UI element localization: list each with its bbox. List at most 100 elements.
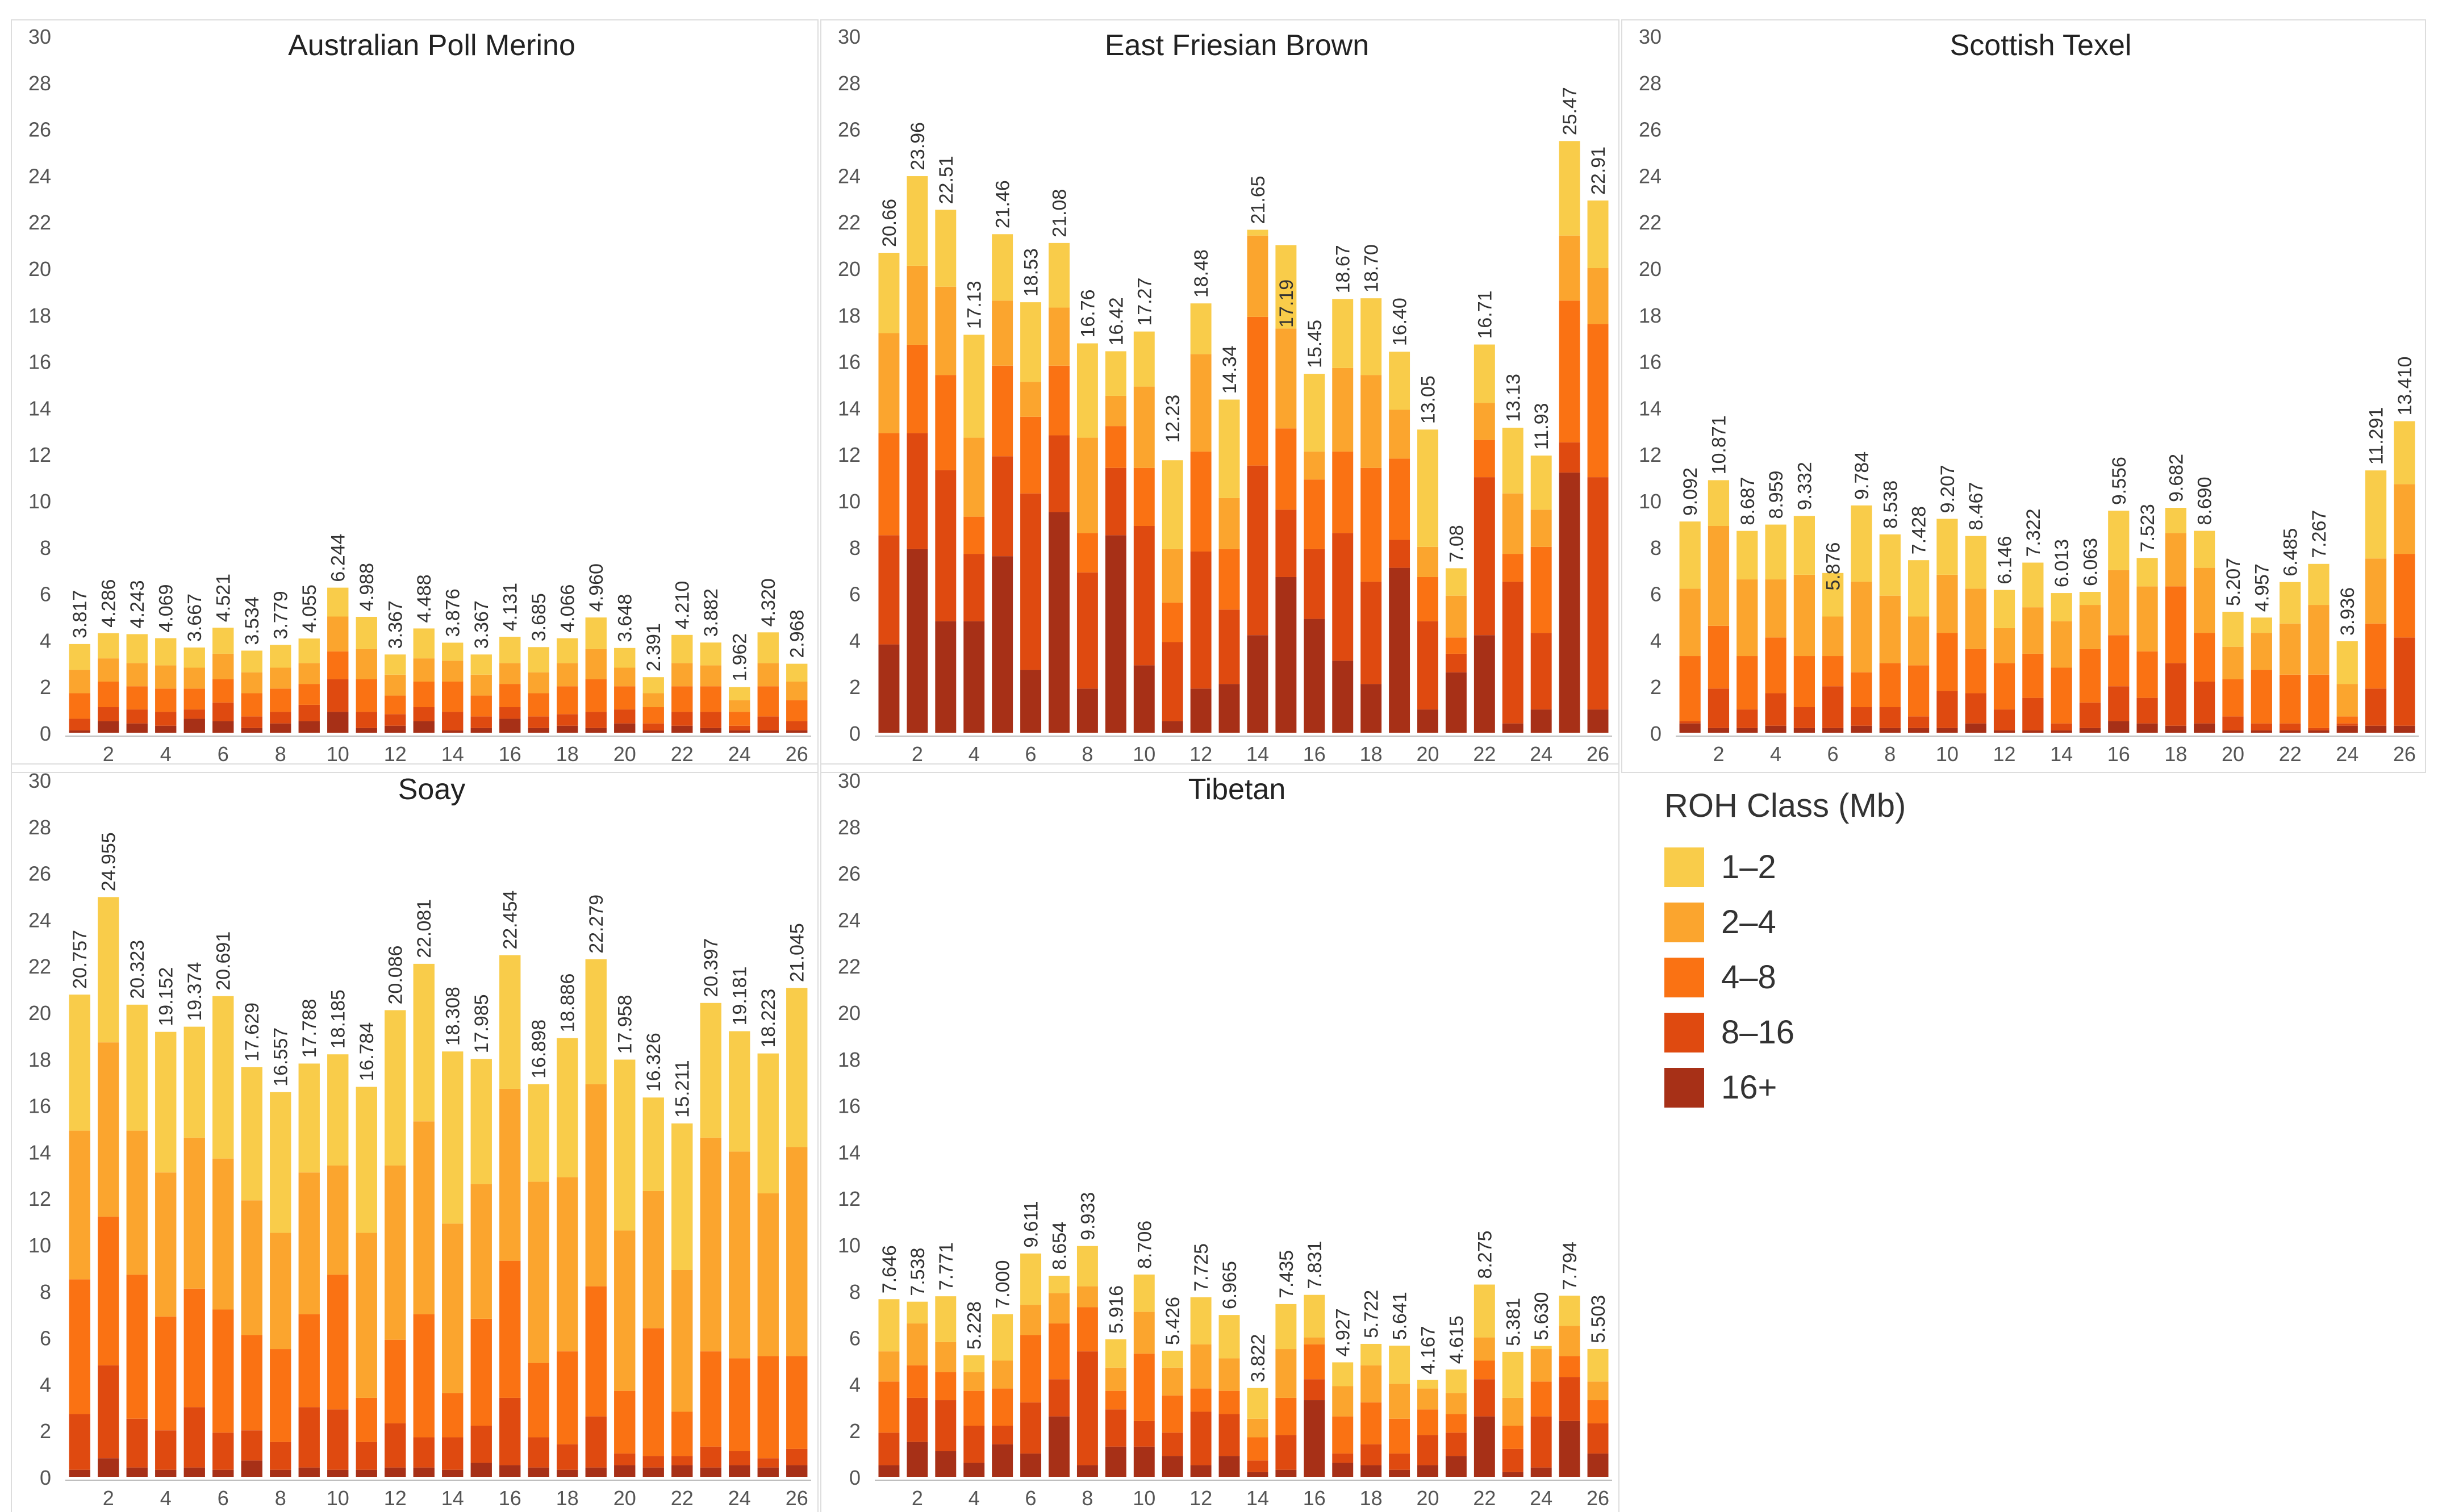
x-tick-label: 12 bbox=[384, 742, 407, 766]
bar-segment-1-2-chr24 bbox=[2336, 641, 2358, 684]
bar-segment-16plus-chr13 bbox=[1218, 684, 1240, 733]
bar-segment-1-2-chr5 bbox=[992, 1314, 1013, 1361]
x-tick-label: 4 bbox=[1770, 742, 1781, 766]
bar-segment-8-16-chr3 bbox=[1736, 709, 1758, 728]
bar-segment-8-16-chr12 bbox=[1993, 709, 2015, 730]
bar-segment-2-4-chr7 bbox=[241, 1200, 262, 1335]
data-label-chr14: 3.822 bbox=[1247, 1334, 1269, 1382]
bar-segment-1-2-chr25 bbox=[1559, 1296, 1580, 1326]
bar-segment-1-2-chr1 bbox=[1679, 521, 1701, 589]
x-tick-label: 20 bbox=[2222, 742, 2244, 766]
data-label-chr8: 16.76 bbox=[1077, 289, 1099, 337]
bar-segment-2-4-chr1 bbox=[878, 1351, 900, 1382]
bar-segment-8-16-chr24 bbox=[729, 725, 750, 730]
bar-segment-8-16-chr6 bbox=[212, 702, 234, 721]
legend-label-8-16mb: 8–16 bbox=[1721, 1014, 1795, 1051]
bar-segment-2-4-chr17 bbox=[1332, 1386, 1354, 1417]
y-tick-label: 2 bbox=[40, 675, 51, 699]
x-tick-label: 16 bbox=[2107, 742, 2130, 766]
bar-segment-8-16-chr5 bbox=[992, 1426, 1013, 1444]
x-tick-label: 18 bbox=[1360, 1486, 1383, 1510]
bar-segment-4-8-chr14 bbox=[2051, 667, 2072, 724]
bar-segment-1-2-chr9 bbox=[298, 638, 320, 663]
bar-segment-8-16-chr12 bbox=[385, 714, 406, 726]
bar-segment-8-16-chr11 bbox=[1162, 1432, 1183, 1456]
bar-segment-16plus-chr6 bbox=[212, 721, 234, 733]
bar-segment-16plus-chr8 bbox=[1076, 688, 1098, 733]
data-label-chr17: 16.898 bbox=[528, 1020, 550, 1079]
bar-segment-4-8-chr22 bbox=[1473, 1360, 1495, 1380]
bar-segment-8-16-chr5 bbox=[1793, 707, 1815, 728]
bar-segment-1-2-chr3 bbox=[126, 1004, 148, 1131]
data-label-chr3: 22.51 bbox=[936, 156, 957, 204]
bar-segment-8-16-chr25 bbox=[757, 1458, 779, 1468]
bar-segment-2-4-chr4 bbox=[1765, 579, 1786, 638]
bar-segment-2-4-chr3 bbox=[935, 286, 957, 375]
bar-segment-16plus-chr18 bbox=[2165, 725, 2186, 733]
bar-segment-2-4-chr1 bbox=[1679, 588, 1701, 657]
bar-segment-4-8-chr12 bbox=[385, 695, 406, 715]
bar-segment-16plus-chr22 bbox=[671, 725, 693, 733]
bar-segment-4-8-chr12 bbox=[1190, 452, 1212, 552]
data-label-chr1: 20.66 bbox=[879, 199, 900, 247]
data-label-chr15: 3.367 bbox=[471, 600, 492, 649]
panel-title: East Friesian Brown bbox=[1105, 29, 1369, 62]
bar-segment-4-8-chr7 bbox=[241, 693, 262, 717]
data-label-chr19: 5.641 bbox=[1389, 1292, 1411, 1340]
y-tick-label: 28 bbox=[838, 816, 861, 839]
bar-segment-16plus-chr15 bbox=[2079, 728, 2101, 733]
bar-segment-16plus-chr23 bbox=[700, 1467, 721, 1477]
bar-segment-4-8-chr19 bbox=[1389, 458, 1410, 540]
bar-segment-4-8-chr14 bbox=[1247, 1437, 1268, 1461]
bar-segment-16plus-chr6 bbox=[1020, 670, 1042, 733]
bar-segment-2-4-chr18 bbox=[557, 663, 578, 687]
bar-segment-16plus-chr18 bbox=[1360, 1465, 1382, 1477]
bar-segment-1-2-chr18 bbox=[2165, 508, 2186, 533]
data-label-chr20: 4.167 bbox=[1418, 1326, 1439, 1374]
bar-segment-8-16-chr16 bbox=[499, 1397, 521, 1465]
legend-item-16plus-mb: 16+ bbox=[1664, 1060, 2062, 1115]
bar-segment-1-2-chr13 bbox=[1218, 399, 1240, 498]
bar-segment-1-2-chr20 bbox=[2222, 612, 2244, 647]
bar-segment-1-2-chr14 bbox=[1247, 229, 1268, 236]
data-label-chr13: 14.34 bbox=[1219, 345, 1241, 394]
bar-segment-2-4-chr17 bbox=[528, 672, 549, 694]
bar-segment-16plus-chr16 bbox=[1304, 1400, 1325, 1477]
x-tick-label: 10 bbox=[327, 1486, 349, 1510]
x-tick-label: 12 bbox=[1189, 742, 1212, 766]
bar-segment-1-2-chr21 bbox=[1445, 568, 1467, 596]
bar-segment-1-2-chr24 bbox=[1530, 1346, 1552, 1350]
bar-segment-1-2-chr9 bbox=[1908, 560, 1930, 617]
x-tick-label: 16 bbox=[1303, 1486, 1326, 1510]
data-label-chr16: 22.454 bbox=[500, 891, 521, 950]
bar-segment-2-4-chr24 bbox=[2336, 684, 2358, 717]
bar-segment-4-8-chr14 bbox=[442, 682, 464, 712]
data-label-chr2: 7.538 bbox=[907, 1248, 929, 1296]
bar-segment-16plus-chr22 bbox=[1473, 1416, 1495, 1477]
bar-segment-16plus-chr9 bbox=[1105, 535, 1126, 733]
bar-segment-16plus-chr19 bbox=[1389, 567, 1410, 733]
bar-segment-1-2-chr2 bbox=[907, 1301, 928, 1324]
legend-item-4-8mb: 4–8 bbox=[1664, 950, 2062, 1005]
bar-segment-4-8-chr7 bbox=[1049, 365, 1070, 436]
bar-segment-1-2-chr8 bbox=[1076, 343, 1098, 438]
bar-segment-1-2-chr19 bbox=[2194, 531, 2215, 568]
bar-segment-4-8-chr15 bbox=[1275, 428, 1297, 510]
bar-segment-16plus-chr26 bbox=[1587, 709, 1609, 733]
data-label-chr11: 8.467 bbox=[1965, 482, 1987, 531]
bar-segment-1-2-chr14 bbox=[1247, 1388, 1268, 1419]
bar-segment-8-16-chr11 bbox=[1162, 642, 1183, 721]
bar-segment-1-2-chr25 bbox=[2365, 470, 2387, 559]
bar-segment-1-2-chr15 bbox=[1275, 245, 1297, 329]
bar-segment-8-16-chr1 bbox=[1679, 721, 1701, 724]
bar-segment-1-2-chr14 bbox=[442, 1051, 464, 1224]
y-tick-label: 26 bbox=[838, 862, 861, 886]
bar-segment-8-16-chr24 bbox=[729, 1451, 750, 1465]
bar-segment-16plus-chr3 bbox=[935, 1451, 957, 1477]
bar-segment-2-4-chr22 bbox=[1473, 403, 1495, 440]
bar-segment-16plus-chr26 bbox=[786, 1465, 808, 1477]
bar-segment-16plus-chr11 bbox=[356, 1469, 377, 1477]
bar-segment-4-8-chr7 bbox=[241, 1335, 262, 1431]
bar-segment-4-8-chr23 bbox=[700, 1351, 721, 1447]
